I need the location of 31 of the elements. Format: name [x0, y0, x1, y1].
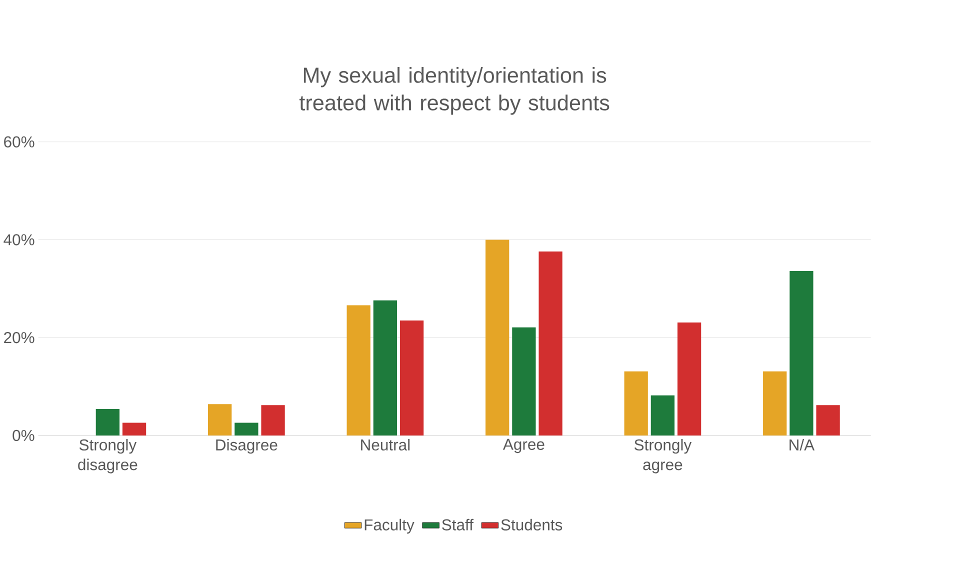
bar: [96, 408, 120, 436]
bar: [261, 404, 285, 436]
x-tick-label: Neutral: [361, 438, 410, 450]
legend-label: Staff: [442, 518, 474, 530]
y-tick-label: 60%: [4, 136, 34, 148]
bar: [346, 305, 370, 436]
bar: [234, 422, 258, 436]
x-tick-label: Disagree: [216, 438, 278, 454]
x-tick-label: Agree: [502, 438, 544, 453]
bar: [122, 422, 146, 436]
legend-label: Students: [501, 518, 562, 530]
bar: [790, 270, 814, 436]
bar: [677, 322, 702, 436]
bar: [373, 300, 398, 436]
bar: [650, 395, 675, 436]
x-tick-label: N/A: [790, 438, 815, 450]
bar: [400, 320, 424, 436]
bar: [816, 404, 840, 436]
y-tick-label: 20%: [4, 332, 34, 343]
x-tick-label: Strongly agree: [634, 438, 692, 474]
legend-label: Faculty: [364, 518, 414, 534]
bar: [512, 327, 536, 436]
y-tick-label: 40%: [4, 234, 34, 246]
bar: [538, 251, 562, 436]
chart-title: My sexual identity/orientation is treated with respect by students: [299, 66, 610, 115]
y-tick-label: 0%: [12, 430, 34, 441]
bar: [624, 371, 648, 436]
bar: [763, 371, 787, 436]
x-tick-label: Strongly disagree: [78, 438, 138, 474]
bar: [208, 404, 232, 436]
bar: [486, 240, 510, 436]
